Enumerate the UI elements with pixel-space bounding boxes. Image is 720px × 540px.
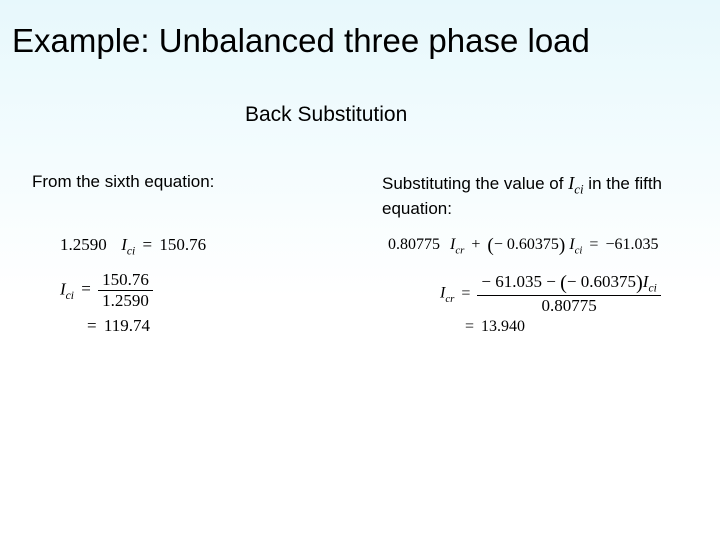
equals-icon: = [462, 318, 477, 335]
eq5-sub: cr [445, 293, 454, 305]
equation-left-2: Ici = 150.76 1.2590 [60, 270, 153, 311]
left-column-heading: From the sixth equation: [32, 172, 214, 192]
equals-icon: = [78, 279, 94, 298]
eq5-num: − 61.035 − (− 0.60375)Ici [477, 272, 660, 295]
equation-right-1: 0.80775 Icr + (− 0.60375) Ici = −61.035 [388, 235, 658, 257]
slide-title: Example: Unbalanced three phase load [12, 22, 590, 60]
eq5-num-inner: − 0.60375 [567, 272, 636, 291]
plus-icon: + [468, 236, 483, 253]
slide-subtitle: Back Substitution [245, 103, 407, 127]
right-column-heading: Substituting the value of Ici in the fif… [382, 172, 692, 220]
equals-icon: = [84, 316, 100, 335]
eq4-coef1: 0.80775 [388, 236, 440, 253]
equals-icon: = [458, 285, 473, 302]
right-heading-pre: Substituting the value of [382, 174, 568, 193]
equals-icon: = [140, 235, 156, 254]
eq6-val: 13.940 [481, 318, 525, 335]
rparen-icon: ) [636, 272, 643, 294]
equation-left-3: = 119.74 [84, 316, 150, 336]
lparen-icon: ( [560, 272, 567, 294]
eq1-coef: 1.2590 [60, 235, 107, 254]
eq4-rhs: −61.035 [605, 236, 658, 253]
eq5-den: 0.80775 [477, 295, 660, 316]
equation-right-2: Icr = − 61.035 − (− 0.60375)Ici 0.80775 [440, 272, 661, 316]
eq4-sub1: cr [455, 244, 464, 256]
eq5-num-sub: ci [648, 281, 656, 294]
eq4-sub2: ci [575, 244, 583, 256]
right-heading-sub: ci [574, 181, 583, 196]
equation-right-3: = 13.940 [462, 318, 525, 336]
equals-icon: = [586, 236, 601, 253]
eq1-sub: ci [127, 244, 135, 257]
equation-left-1: 1.2590 Ici = 150.76 [60, 235, 206, 257]
eq2-sub: ci [66, 289, 74, 302]
eq5-num-l: − 61.035 − [481, 272, 555, 291]
eq1-rhs: 150.76 [159, 235, 206, 254]
eq3-val: 119.74 [104, 316, 150, 335]
eq4-inner: − 0.60375 [494, 236, 559, 253]
eq5-fraction: − 61.035 − (− 0.60375)Ici 0.80775 [477, 272, 660, 316]
eq2-den: 1.2590 [98, 290, 153, 311]
eq2-fraction: 150.76 1.2590 [98, 270, 153, 311]
rparen-icon: ) [559, 235, 565, 256]
eq2-num: 150.76 [98, 270, 153, 290]
